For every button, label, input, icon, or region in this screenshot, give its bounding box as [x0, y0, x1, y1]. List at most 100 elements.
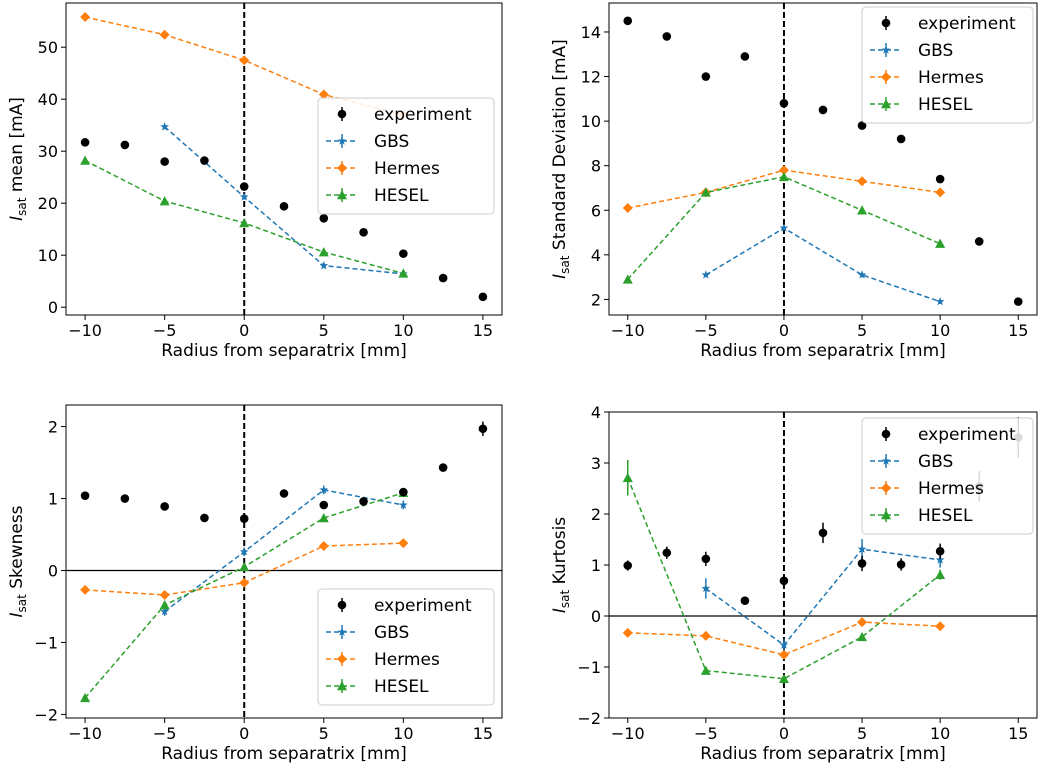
legend-marker [337, 163, 347, 173]
data-point [159, 29, 170, 40]
y-tick-label: 4 [591, 403, 601, 422]
data-point [857, 631, 868, 642]
data-point [700, 187, 711, 197]
series-line [705, 548, 941, 647]
y-tick-label: −2 [577, 709, 601, 728]
legend-label: Hermes [918, 479, 984, 499]
series-line [627, 621, 941, 656]
legend-label: experiment [374, 105, 472, 125]
x-tick-label: 10 [393, 321, 413, 340]
data-point [896, 134, 906, 144]
plot-area [80, 3, 488, 315]
series-experiment [80, 138, 488, 302]
series-line [164, 126, 404, 275]
x-tick-label: −5 [694, 321, 718, 340]
data-point [778, 649, 789, 660]
plot-area [622, 3, 1023, 315]
data-point [779, 576, 789, 586]
legend-entry-hesel: HESEL [870, 95, 973, 115]
y-tick-label: 50 [38, 38, 58, 57]
x-axis-label: Radius from separatrix [mm] [161, 341, 407, 361]
series-hermes [622, 617, 946, 660]
legend-marker [337, 136, 347, 145]
legend-entry-hesel: HESEL [326, 186, 429, 206]
series-experiment [623, 16, 1023, 306]
data-point [779, 98, 789, 108]
data-point [438, 463, 448, 472]
data-point [778, 165, 789, 176]
data-point [80, 491, 90, 500]
axes-frame [65, 404, 503, 719]
data-point [935, 621, 946, 632]
data-point [935, 569, 946, 579]
data-point [778, 171, 789, 182]
data-point [399, 487, 408, 497]
x-tick-label: 0 [239, 724, 249, 743]
x-tick-label: −10 [68, 321, 102, 340]
legend-label: GBS [918, 41, 953, 61]
legend-label: HESEL [918, 506, 973, 526]
data-point [740, 596, 750, 605]
data-point [159, 196, 170, 206]
data-point [857, 176, 868, 187]
data-point [398, 500, 408, 509]
legend-label: HESEL [918, 95, 973, 115]
legend-marker [337, 681, 347, 691]
data-point [701, 270, 711, 279]
y-tick-label: 30 [38, 142, 58, 161]
data-point [1013, 297, 1023, 306]
y-tick-label: 0 [48, 561, 58, 580]
data-point [80, 155, 91, 165]
data-point [80, 584, 91, 595]
data-point [160, 122, 170, 131]
legend-marker [337, 627, 347, 636]
y-axis-label: Isat mean [mA] [7, 97, 29, 221]
data-point [935, 555, 945, 564]
data-point [200, 513, 209, 523]
legend-entry-gbs: GBS [326, 132, 409, 152]
x-tick-label: −5 [153, 724, 177, 743]
x-tick-label: 0 [779, 724, 789, 743]
legend-marker [337, 654, 347, 664]
legend-entry-hermes: Hermes [870, 479, 984, 499]
legend: experiment GBS Hermes HESEL [317, 97, 495, 215]
data-point [200, 156, 209, 165]
data-point [935, 187, 946, 198]
y-tick-label: 0 [48, 298, 58, 317]
plot-area [66, 405, 502, 718]
y-tick-label: 10 [581, 112, 601, 131]
data-point [857, 544, 867, 553]
data-point [398, 268, 409, 278]
x-tick-label: 5 [857, 321, 867, 340]
x-tick-label: 15 [473, 724, 493, 743]
legend: experiment GBS Hermes HESEL [317, 588, 495, 706]
x-tick-label: 15 [1008, 321, 1028, 340]
x-tick-label: −10 [611, 321, 645, 340]
legend-entry-hermes: Hermes [326, 159, 440, 179]
data-point [896, 560, 906, 569]
data-point [398, 538, 409, 549]
y-tick-label: −1 [34, 633, 58, 652]
data-point [818, 528, 828, 538]
data-point [622, 627, 633, 638]
y-tick-label: 10 [38, 246, 58, 265]
legend-marker [881, 510, 891, 520]
data-point [120, 494, 130, 503]
data-point [319, 500, 329, 510]
data-point [740, 52, 750, 61]
data-point [779, 640, 789, 649]
legend: experiment GBS Hermes HESEL [861, 417, 1034, 535]
data-point [239, 514, 249, 523]
legend-entry-gbs: GBS [870, 452, 953, 472]
legend-entry-experiment: experiment [337, 105, 472, 125]
data-point [159, 589, 170, 600]
legend-label: HESEL [374, 186, 429, 206]
y-tick-label: −1 [577, 658, 601, 677]
subplot-2: −10 −5 0 5 10 15 2 4 6 8 10 12 14 Radius from separat… [550, 2, 1038, 361]
series-experiment [80, 421, 488, 523]
y-tick-label: 8 [591, 157, 601, 176]
data-point [478, 292, 488, 302]
x-tick-label: 10 [393, 724, 413, 743]
